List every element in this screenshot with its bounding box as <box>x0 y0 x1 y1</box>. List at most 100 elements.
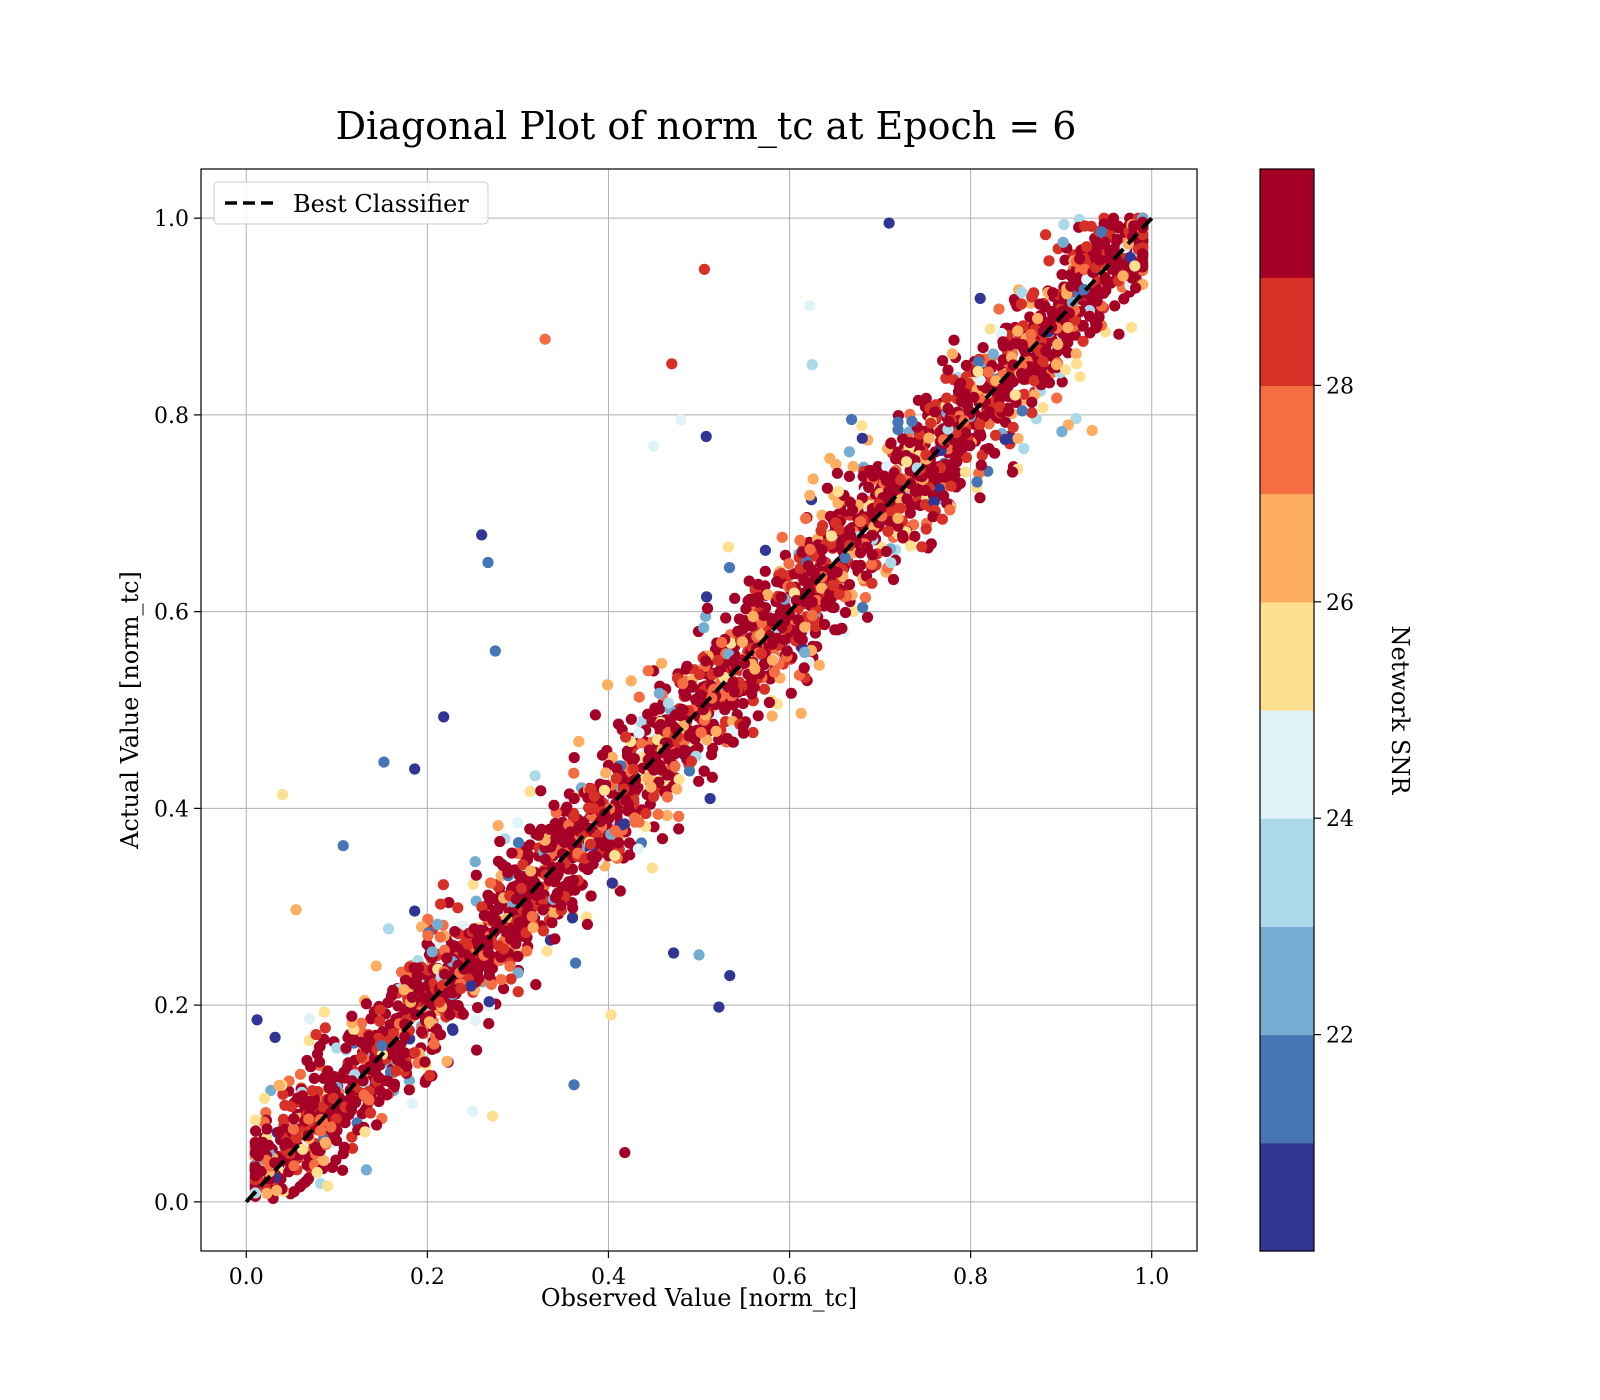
scatter-point <box>370 960 382 972</box>
scatter-point <box>766 615 778 627</box>
scatter-point <box>928 496 940 508</box>
scatter-point <box>311 1144 323 1156</box>
scatter-point <box>261 1187 273 1200</box>
scatter-point <box>648 791 660 803</box>
scatter-point <box>1060 364 1072 376</box>
scatter-point <box>288 1113 300 1125</box>
scatter-point <box>307 1099 319 1111</box>
scatter-point <box>916 541 928 553</box>
scatter-point <box>758 658 770 671</box>
scatter-point <box>1128 220 1140 232</box>
scatter-point <box>589 709 602 721</box>
scatter-point <box>676 703 688 716</box>
scatter-point <box>719 701 731 713</box>
scatter-point <box>766 710 778 722</box>
scatter-point <box>524 823 536 835</box>
scatter-point <box>609 850 621 862</box>
scatter-point-outlier <box>482 556 494 569</box>
scatter-point <box>1124 252 1136 264</box>
scatter-point <box>960 359 973 372</box>
scatter-point <box>624 849 636 861</box>
scatter-point-outlier <box>409 763 421 775</box>
scatter-point <box>1086 424 1098 437</box>
scatter-point <box>1040 229 1052 241</box>
scatter-point <box>946 458 959 470</box>
scatter-point <box>469 856 481 868</box>
scatter-point <box>1081 241 1093 253</box>
scatter-point <box>843 524 856 536</box>
scatter-point <box>815 525 827 537</box>
scatter-point <box>449 926 461 938</box>
scatter-point <box>471 1044 483 1056</box>
scatter-point <box>482 947 494 959</box>
scatter-point <box>1037 401 1049 414</box>
scatter-point <box>1111 233 1123 246</box>
scatter-point <box>431 918 444 931</box>
scatter-point <box>685 755 698 768</box>
scatter-point-outlier <box>883 217 895 229</box>
scatter-point <box>614 885 626 897</box>
scatter-point <box>510 893 522 905</box>
scatter-point <box>271 1185 283 1197</box>
scatter-point <box>273 1126 285 1138</box>
scatter-point <box>1070 412 1082 425</box>
scatter-point <box>885 557 897 569</box>
scatter-point <box>620 731 632 743</box>
scatter-point <box>843 446 856 458</box>
scatter-point <box>535 888 547 900</box>
scatter-point <box>993 303 1005 315</box>
scatter-point <box>999 433 1011 445</box>
scatter-point <box>318 1154 330 1167</box>
scatter-point <box>408 978 420 990</box>
scatter-point <box>303 1013 315 1025</box>
scatter-point <box>832 485 844 498</box>
scatter-point <box>261 1123 273 1135</box>
scatter-point <box>833 588 845 600</box>
scatter-point <box>610 772 623 784</box>
scatter-point <box>422 929 434 942</box>
scatter-point <box>861 611 874 623</box>
scatter-point <box>1095 226 1108 238</box>
scatter-point <box>779 549 792 561</box>
scatter-point <box>469 1015 481 1027</box>
chart-title: Diagonal Plot of norm_tc at Epoch = 6 <box>336 104 1077 149</box>
scatter-point <box>755 647 768 660</box>
scatter-point <box>971 476 983 488</box>
scatter-point <box>706 771 718 783</box>
scatter-point <box>281 1137 293 1149</box>
scatter-point <box>683 765 696 777</box>
scatter-point <box>694 689 706 701</box>
scatter-point <box>297 1143 309 1155</box>
scatter-point <box>669 760 681 773</box>
y-tick-label: 0.2 <box>154 994 189 1019</box>
scatter-point <box>1085 220 1097 232</box>
scatter-point <box>258 1092 271 1104</box>
scatter-point <box>942 364 954 376</box>
scatter-point <box>581 918 594 931</box>
scatter-point <box>1125 321 1137 333</box>
y-tick-label: 1.0 <box>154 207 189 232</box>
scatter-point <box>306 1085 318 1097</box>
scatter-point <box>566 863 579 875</box>
scatter-point <box>350 1096 362 1109</box>
scatter-point <box>643 744 656 756</box>
scatter-point <box>532 829 545 841</box>
scatter-point <box>747 726 759 739</box>
scatter-point <box>1009 389 1021 401</box>
scatter-point <box>633 816 645 828</box>
scatter-point <box>1028 375 1040 387</box>
x-tick-label: 0.8 <box>953 1265 988 1290</box>
scatter-point <box>886 474 898 486</box>
scatter-point <box>428 1038 440 1050</box>
colorbar-tick-label: 26 <box>1326 591 1354 616</box>
scatter-point <box>525 865 537 877</box>
scatter-point <box>866 549 878 561</box>
scatter-point <box>655 719 667 731</box>
scatter-point <box>831 566 843 578</box>
scatter-point <box>972 365 984 378</box>
scatter-point <box>844 496 856 509</box>
scatter-point <box>1018 442 1030 455</box>
scatter-point <box>373 1071 385 1084</box>
scatter-point <box>759 565 771 577</box>
scatter-point <box>762 589 774 601</box>
